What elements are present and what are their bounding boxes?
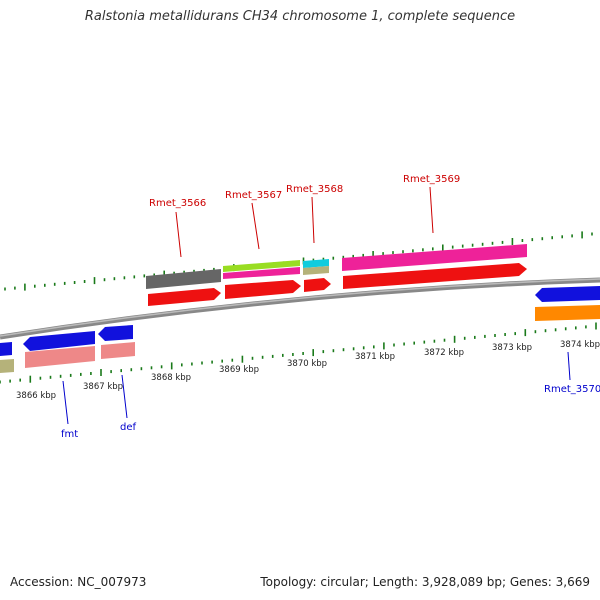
cds-rmet-3567[interactable] bbox=[225, 280, 301, 299]
feature-orange[interactable] bbox=[535, 305, 600, 321]
feature-khaki-left[interactable] bbox=[0, 359, 14, 373]
scale-label: 3866 kbp bbox=[16, 391, 56, 401]
feature-magenta-large[interactable] bbox=[342, 244, 527, 271]
gene-label-rmet-3570[interactable]: Rmet_3570 bbox=[544, 384, 600, 395]
cds-rmet-3569[interactable] bbox=[343, 263, 527, 289]
tick-row-bottom bbox=[0, 322, 597, 384]
gene-labels-bottom: fmt def Rmet_3570 bbox=[61, 384, 600, 440]
cds-rmet-3566[interactable] bbox=[148, 288, 221, 306]
feature-magenta-small[interactable] bbox=[223, 267, 300, 279]
gene-labels-top: Rmet_3566 Rmet_3567 Rmet_3568 Rmet_3569 bbox=[149, 174, 460, 209]
features-forward bbox=[146, 244, 527, 306]
chromosome-backbone-highlight bbox=[0, 278, 600, 337]
features-reverse bbox=[0, 286, 600, 373]
cds-rmet-3570[interactable] bbox=[535, 286, 600, 302]
scale-label: 3870 kbp bbox=[287, 359, 327, 369]
map-title: Ralstonia metallidurans CH34 chromosome … bbox=[84, 9, 516, 24]
feature-fmt[interactable] bbox=[25, 346, 95, 368]
gene-label-rmet-3569[interactable]: Rmet_3569 bbox=[403, 174, 460, 185]
scale-label: 3873 kbp bbox=[492, 343, 532, 353]
gene-label-rmet-3566[interactable]: Rmet_3566 bbox=[149, 198, 206, 209]
tick-row-top bbox=[4, 231, 593, 291]
gene-label-rmet-3567[interactable]: Rmet_3567 bbox=[225, 190, 282, 201]
feature-gray[interactable] bbox=[146, 269, 221, 289]
gene-label-fmt[interactable]: fmt bbox=[61, 429, 78, 440]
scale-label: 3869 kbp bbox=[219, 365, 259, 375]
feature-cyan[interactable] bbox=[303, 259, 329, 268]
cds-def[interactable] bbox=[98, 325, 133, 341]
leader-lines-bottom bbox=[62, 351, 571, 425]
gene-label-def[interactable]: def bbox=[120, 422, 137, 433]
gene-label-rmet-3568[interactable]: Rmet_3568 bbox=[286, 184, 343, 195]
scale-label: 3871 kbp bbox=[355, 352, 395, 362]
scale-label: 3868 kbp bbox=[151, 373, 191, 383]
scale-label: 3867 kbp bbox=[83, 382, 123, 392]
feature-lime[interactable] bbox=[223, 260, 300, 272]
feature-khaki[interactable] bbox=[303, 266, 329, 275]
accession-text: Accession: NC_007973 bbox=[10, 575, 147, 589]
feature-def[interactable] bbox=[101, 342, 135, 359]
cds-fmt[interactable] bbox=[23, 331, 95, 351]
scale-labels: 3866 kbp 3867 kbp 3868 kbp 3869 kbp 3870… bbox=[16, 340, 600, 401]
chromosome-backbone bbox=[0, 277, 600, 340]
scale-label: 3872 kbp bbox=[424, 348, 464, 358]
cds-left-edge[interactable] bbox=[0, 342, 12, 356]
cds-rmet-3568[interactable] bbox=[304, 278, 331, 292]
leader-lines-top bbox=[175, 186, 434, 258]
scale-label: 3874 kbp bbox=[560, 340, 600, 350]
sequence-summary: Topology: circular; Length: 3,928,089 bp… bbox=[260, 575, 590, 589]
